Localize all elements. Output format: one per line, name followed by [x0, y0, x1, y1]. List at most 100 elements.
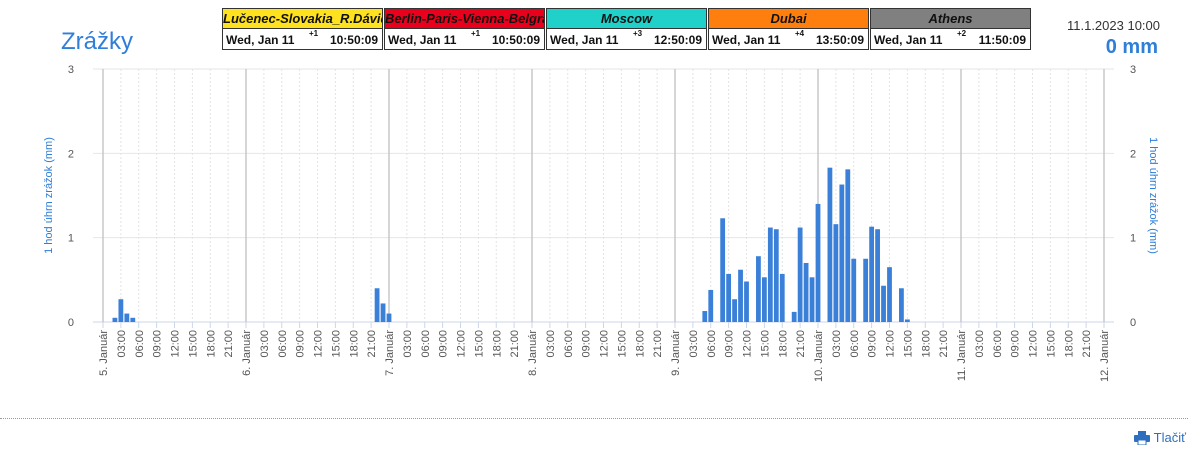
- city-offset: +1: [309, 29, 319, 38]
- x-tick-label: 15:00: [1045, 330, 1057, 358]
- city-date: Wed, Jan 11: [388, 33, 457, 47]
- x-tick-label: 12. Január: [1099, 330, 1111, 382]
- bar: [863, 258, 869, 322]
- x-tick-label: 03:00: [974, 330, 986, 358]
- bar: [875, 229, 880, 322]
- bar: [904, 319, 910, 322]
- city-date: Wed, Jan 11: [712, 33, 781, 47]
- x-tick-label: 12:00: [456, 330, 468, 358]
- bar: [815, 203, 821, 322]
- separator: [0, 418, 1188, 419]
- x-tick-label: 09:00: [1010, 330, 1022, 358]
- city-date: Wed, Jan 11: [874, 33, 943, 47]
- bar: [726, 273, 732, 322]
- x-tick-label: 21:00: [509, 330, 521, 358]
- x-tick-label: 06:00: [849, 330, 861, 358]
- x-tick-label: 18:00: [920, 330, 932, 358]
- x-tick-label: 15:00: [473, 330, 485, 358]
- page-title: Zrážky: [61, 28, 133, 55]
- x-tick-label: 21:00: [366, 330, 378, 358]
- bar: [761, 277, 767, 322]
- x-tick-label: 12:00: [885, 330, 897, 358]
- x-tick-label: 18:00: [205, 330, 217, 358]
- bar: [851, 258, 857, 322]
- x-tick-label: 21:00: [1081, 330, 1093, 358]
- x-tick-label: 15:00: [902, 330, 914, 358]
- x-tick-label: 03:00: [116, 330, 128, 358]
- current-amount: 0 mm: [1105, 36, 1158, 58]
- city-clock: Athens Wed, Jan 11 +2 11:50:09: [870, 8, 1031, 50]
- x-tick-label: 09:00: [295, 330, 307, 358]
- city-clocks: Lučenec-Slovakia_R.Dávid Wed, Jan 11 +1 10:…: [222, 8, 1032, 50]
- chart: 0 1 2 3 0 1 2 3 1 hod úhrn zrážok (mm) 1 hod úhrn…: [43, 64, 1159, 382]
- x-tick-label: 06:00: [563, 330, 575, 358]
- city-offset: +4: [795, 29, 805, 38]
- bar: [767, 227, 773, 322]
- bar: [744, 281, 749, 322]
- city-offset: +1: [471, 29, 481, 38]
- x-tick-label: 21:00: [938, 330, 950, 358]
- y-tick-label: 0: [68, 317, 74, 329]
- x-tick-label: 09:00: [724, 330, 736, 358]
- x-tick-label: 15:00: [759, 330, 771, 358]
- city-date: Wed, Jan 11: [550, 33, 619, 47]
- x-tick-label: 11. Január: [956, 330, 968, 382]
- bar: [899, 288, 904, 322]
- x-tick-label: 12:00: [599, 330, 611, 358]
- bar: [809, 277, 815, 322]
- bar: [756, 256, 761, 322]
- city-time: 13:50:09: [815, 33, 864, 47]
- print-link[interactable]: Tlačiť: [1133, 430, 1186, 446]
- x-tick-label: 12:00: [742, 330, 754, 358]
- x-tick-label: 06:00: [992, 330, 1004, 358]
- print-icon: [1133, 431, 1150, 446]
- y2-tick-label: 3: [1130, 64, 1136, 76]
- bar: [773, 229, 779, 322]
- x-tick-label: 15:00: [616, 330, 628, 358]
- x-tick-label: 06:00: [277, 330, 289, 358]
- bar: [833, 224, 839, 322]
- bar: [118, 299, 124, 322]
- city-date: Wed, Jan 11: [226, 33, 295, 47]
- bar: [386, 313, 392, 322]
- timestamp: 11.1.2023 10:00: [1066, 18, 1160, 33]
- city-time-row: Wed, Jan 11 +1 10:50:09: [223, 29, 382, 49]
- bar: [803, 262, 809, 322]
- y2-tick-label: 1: [1130, 233, 1136, 245]
- x-tick-label: 5. Január: [98, 330, 110, 376]
- x-tick-label: 12:00: [1028, 330, 1040, 358]
- y2-tick-label: 2: [1130, 148, 1136, 160]
- y-axis-label: 1 hod úhrn zrážok (mm): [43, 137, 55, 254]
- bar: [708, 289, 714, 322]
- city-time: 10:50:09: [491, 33, 540, 47]
- city-time: 11:50:09: [978, 33, 1026, 47]
- x-tick-label: 9. Január: [670, 330, 682, 376]
- city-name: Athens: [871, 9, 1030, 29]
- x-tick-label: 6. Január: [241, 330, 253, 376]
- city-clock: Dubai Wed, Jan 11 +4 13:50:09: [708, 8, 869, 50]
- bar: [130, 317, 136, 322]
- x-tick-label: 09:00: [438, 330, 450, 358]
- x-tick-label: 21:00: [795, 330, 807, 358]
- x-tick-label: 18:00: [634, 330, 646, 358]
- x-tick-label: 10. Január: [813, 330, 825, 382]
- x-tick-label: 18:00: [348, 330, 360, 358]
- city-clock: Moscow Wed, Jan 11 +3 12:50:09: [546, 8, 707, 50]
- city-offset: +3: [633, 29, 643, 38]
- city-name: Moscow: [547, 9, 706, 29]
- city-time-row: Wed, Jan 11 +3 12:50:09: [547, 29, 706, 49]
- print-label[interactable]: Tlačiť: [1153, 430, 1186, 445]
- x-tick-label: 03:00: [831, 330, 843, 358]
- x-tick-label: 09:00: [581, 330, 593, 358]
- y2-axis-label: 1 hod úhrn zrážok (mm): [1147, 137, 1159, 254]
- bar: [827, 167, 833, 322]
- x-tick-label: 15:00: [187, 330, 199, 358]
- x-tick-label: 18:00: [777, 330, 789, 358]
- x-tick-label: 06:00: [706, 330, 718, 358]
- bar: [738, 269, 743, 322]
- bar: [845, 169, 851, 322]
- bar: [112, 317, 118, 322]
- x-tick-label: 12:00: [170, 330, 182, 358]
- bar: [839, 184, 845, 322]
